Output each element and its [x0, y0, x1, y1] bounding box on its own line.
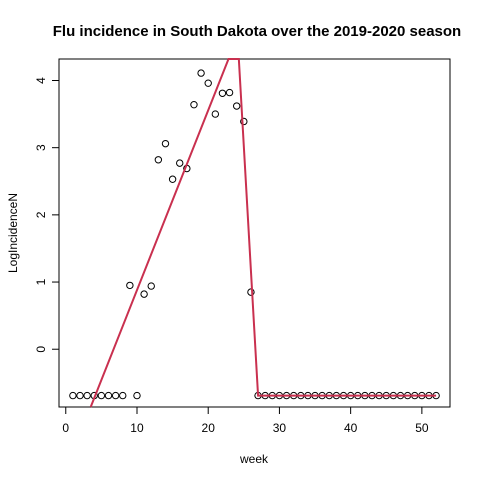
data-point — [204, 79, 212, 87]
data-point — [147, 282, 155, 290]
x-tick-label: 20 — [202, 421, 216, 435]
data-point — [119, 391, 127, 400]
data-point — [76, 391, 84, 400]
x-axis-label: week — [239, 452, 269, 466]
x-ticks: 0 10 20 30 40 50 — [62, 407, 429, 435]
y-axis: 0 1 2 3 4 — [34, 76, 60, 353]
data-point — [69, 391, 77, 400]
data-point — [176, 159, 184, 167]
y-tick-label: 0 — [34, 346, 48, 353]
x-tick-label: 40 — [344, 421, 358, 435]
data-point — [190, 100, 198, 109]
data-point — [232, 102, 241, 110]
data-point — [104, 391, 113, 400]
y-tick-label: 1 — [34, 278, 48, 285]
data-point — [161, 139, 170, 148]
data-point — [97, 391, 106, 400]
x-axis: 0 10 20 30 40 50 — [62, 406, 436, 435]
plot-area-border — [58, 58, 451, 408]
data-point — [126, 281, 134, 290]
data-point — [225, 88, 234, 97]
data-point — [218, 89, 227, 97]
data-point — [240, 117, 248, 126]
data-point — [247, 288, 255, 296]
x-tick-label: 10 — [130, 421, 144, 435]
y-axis-label: LogIncidenceN — [6, 193, 20, 273]
data-point — [197, 69, 205, 77]
y-tick-label: 4 — [34, 77, 48, 84]
data-point — [111, 391, 120, 400]
x-tick-label: 50 — [415, 421, 429, 435]
fitted-line — [89, 58, 437, 408]
y-tick-label: 3 — [34, 144, 48, 151]
x-tick-label: 30 — [273, 421, 287, 435]
data-point — [154, 156, 163, 164]
y-tick-label: 2 — [34, 211, 48, 218]
data-point — [211, 110, 220, 118]
data-point — [83, 391, 91, 400]
data-point — [133, 391, 141, 400]
y-ticks: 0 1 2 3 4 — [34, 77, 59, 353]
x-tick-label: 0 — [62, 421, 69, 435]
data-point — [140, 290, 148, 298]
data-point — [168, 175, 177, 183]
chart-title: Flu incidence in South Dakota over the 2… — [53, 23, 461, 40]
